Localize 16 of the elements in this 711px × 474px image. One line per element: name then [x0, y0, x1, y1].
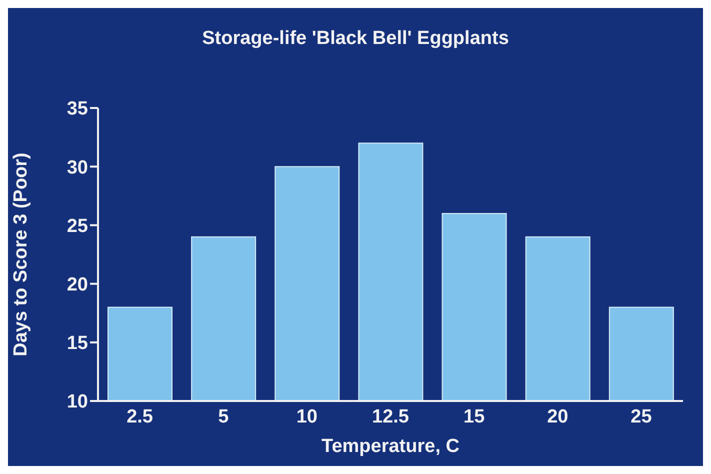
x-tick-label: 15	[464, 406, 486, 428]
y-tick-label: 10	[66, 392, 88, 413]
y-tick-label: 20	[66, 274, 88, 296]
y-axis-title: Days to Score 3 (Poor)	[10, 152, 32, 356]
x-tick-label: 10	[296, 406, 318, 428]
x-tick-label: 12.5	[372, 406, 410, 428]
x-axis-title: Temperature, C	[322, 436, 460, 457]
x-tick-label: 20	[547, 406, 568, 428]
y-tick-label: 30	[66, 157, 88, 178]
y-tick-label: 15	[66, 333, 88, 354]
x-tick-label: 5	[218, 406, 230, 428]
y-tick-label: 35	[66, 98, 88, 120]
y-tick-label: 25	[66, 216, 88, 237]
x-tick-label: 25	[630, 406, 652, 428]
chart-title: Storage-life 'Black Bell' Eggplants	[201, 28, 510, 50]
x-tick-label: 2.5	[126, 406, 154, 428]
